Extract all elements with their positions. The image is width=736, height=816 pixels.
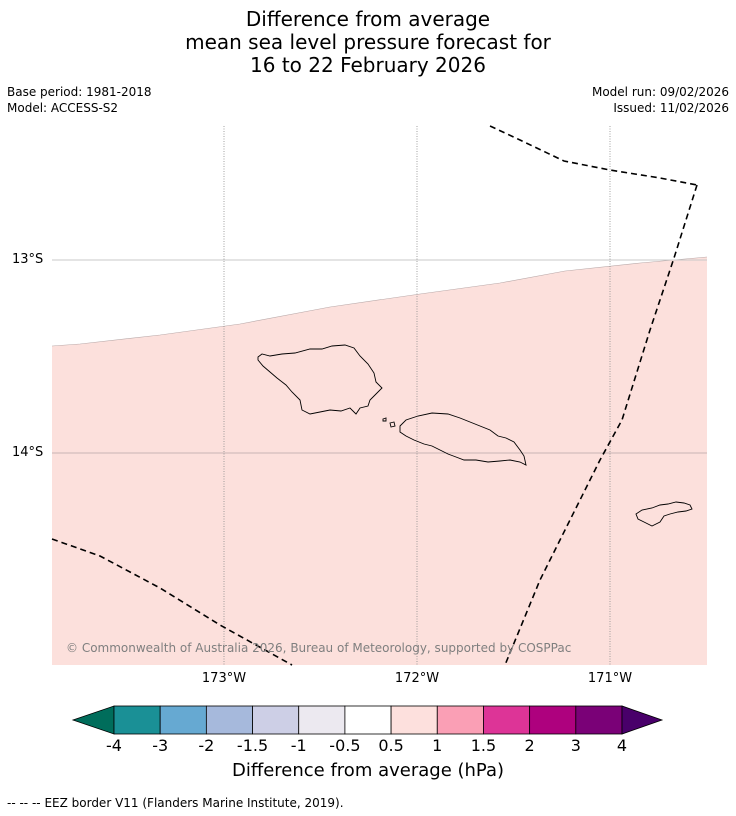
island-savaii (257, 344, 383, 415)
colorbar-swatch--3-to--2 (159, 705, 207, 735)
longitude-label-172w: 172°W (394, 671, 440, 686)
colorbar-swatch-1.5-to-2 (483, 705, 531, 735)
colorbar-tick-label: 0.5 (378, 736, 404, 755)
colorbar-swatch--1.5-to--1 (252, 705, 300, 735)
eez-border-southwest (51, 538, 293, 666)
model-run: Model run: 09/02/2026 (591, 85, 729, 99)
colorbar-tick-label: 4 (616, 736, 628, 755)
colorbar-swatch-2-to-3 (529, 705, 577, 735)
colorbar-swatch-0.5-to-1 (390, 705, 438, 735)
colorbar-extend-min (71, 705, 115, 735)
copyright-notice: © Commonwealth of Australia 2026, Bureau… (66, 641, 572, 655)
anomaly-region (52, 257, 707, 665)
colorbar-swatch--0.5-to-0.5 (344, 705, 392, 735)
island-tutuila (635, 501, 693, 527)
eez-dash-symbol: -- -- -- (7, 796, 41, 810)
colorbar-tick-label: 1 (432, 736, 443, 755)
title-line-1: Difference from average (245, 7, 491, 31)
longitude-label-173w: 173°W (201, 671, 247, 686)
longitude-label-171w: 171°W (587, 671, 633, 686)
eez-border-north (489, 125, 698, 186)
colorbar-tick-label: -1 (290, 736, 307, 755)
colorbar-tick-label: -0.5 (329, 736, 361, 755)
island-upolu (399, 412, 527, 466)
colorbar-tick-label: -3 (152, 736, 169, 755)
meta-right: Model run: 09/02/2026 Issued: 11/02/2026 (592, 84, 729, 116)
colorbar-tick-label: 2 (524, 736, 535, 755)
colorbar-tick-label: -2 (198, 736, 215, 755)
colorbar-extend-max (621, 705, 664, 735)
meta-left: Base period: 1981-2018 Model: ACCESS-S2 (7, 84, 152, 116)
eez-border-east (504, 184, 698, 666)
issued-date: Issued: 11/02/2026 (613, 101, 729, 115)
colorbar-swatch-3-to-4 (575, 705, 623, 735)
colorbar-tick-label: 1.5 (470, 736, 497, 755)
colorbar-swatch--4-to--3 (113, 705, 161, 735)
colorbar (71, 705, 664, 735)
colorbar-tick-label: 3 (570, 736, 581, 755)
colorbar-swatch--1-to--0.5 (298, 705, 346, 735)
model-name: Model: ACCESS-S2 (7, 101, 119, 115)
colorbar-tick-label: -4 (106, 736, 122, 755)
island-apolima (382, 417, 387, 422)
colorbar-title: Difference from average (hPa) (231, 760, 505, 781)
chart-title: Difference from average mean sea level p… (0, 8, 736, 77)
colorbar-swatch-1-to-1.5 (436, 705, 484, 735)
title-line-3: 16 to 22 February 2026 (250, 53, 486, 77)
island-manono (389, 421, 396, 428)
legend-eez: -- -- -- EEZ border V11 (Flanders Marine… (7, 796, 344, 810)
eez-legend-text: EEZ border V11 (Flanders Marine Institut… (44, 796, 344, 810)
title-line-2: mean sea level pressure forecast for (185, 30, 551, 54)
colorbar-tick-label: -1.5 (236, 736, 269, 755)
latitude-label-13s: 13°S (12, 252, 44, 267)
colorbar-swatch--2-to--1.5 (205, 705, 253, 735)
latitude-label-14s: 14°S (12, 445, 44, 460)
anomaly-contour (51, 256, 708, 347)
base-period: Base period: 1981-2018 (7, 85, 152, 99)
